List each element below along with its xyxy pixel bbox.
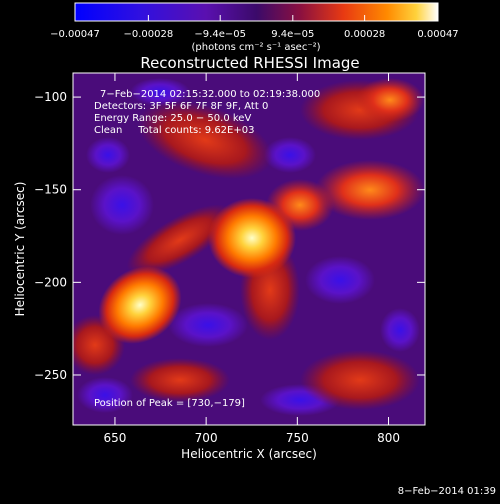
colorbar-tick-label: 0.00028 — [344, 29, 385, 40]
warm-patch — [356, 78, 424, 122]
y-axis-label: Heliocentric Y (arcsec) — [13, 182, 27, 317]
colorbar-unit-label: (photons cm⁻² s⁻¹ asec⁻²) — [191, 42, 320, 53]
x-axis-label: Heliocentric X (arcsec) — [181, 447, 317, 461]
colorbar-tick-label: −0.00047 — [50, 29, 100, 40]
annotation-energy: Energy Range: 25.0 − 50.0 keV — [94, 113, 251, 124]
x-axis: 650 700 750 800 — [103, 73, 400, 445]
cold-patch — [130, 78, 190, 106]
cold-patch — [305, 256, 375, 304]
warm-patch — [130, 358, 230, 402]
cold-patch — [77, 377, 133, 413]
intensity-map — [73, 78, 425, 416]
x-tick-label: 700 — [195, 431, 218, 445]
warm-patch — [300, 350, 420, 410]
warm-patch — [315, 160, 425, 220]
annotation-method: Clean Total counts: 9.62E+03 — [94, 125, 254, 136]
y-tick-label: −150 — [34, 183, 67, 197]
hot-source-main — [208, 198, 296, 278]
y-tick-label: −200 — [34, 275, 67, 289]
warm-patch — [126, 204, 234, 276]
annotation-time-range: 7−Feb−2014 02:15:32.000 to 02:19:38.000 — [100, 89, 320, 100]
annotation-peak: Position of Peak = [730,−179] — [94, 398, 245, 409]
cold-patch — [86, 137, 130, 173]
warm-patch — [137, 101, 273, 179]
y-tick-label: −250 — [34, 368, 67, 382]
hot-source-secondary — [98, 266, 182, 344]
plot-frame — [72, 72, 426, 426]
y-tick-label: −100 — [34, 90, 67, 104]
y-axis: −100 −150 −200 −250 — [34, 90, 425, 382]
colorbar-tick-label: −0.00028 — [124, 29, 174, 40]
cold-patch — [380, 308, 420, 352]
colorbar-tick-label: 0.00047 — [417, 29, 458, 40]
image-annotations: 7−Feb−2014 02:15:32.000 to 02:19:38.000 … — [94, 89, 320, 409]
cold-patch — [90, 175, 154, 235]
x-tick-label: 750 — [286, 431, 309, 445]
colorbar: −0.00047 −0.00028 −9.4e−05 9.4e−05 0.00028 0.… — [50, 2, 459, 53]
cold-patch — [168, 303, 248, 347]
chart-title: Reconstructed RHESSI Image — [140, 54, 359, 72]
cold-patch — [264, 137, 316, 173]
x-tick-label: 650 — [103, 431, 126, 445]
colorbar-ticks: −0.00047 −0.00028 −9.4e−05 9.4e−05 0.00028 0.… — [50, 15, 459, 40]
annotation-detectors: Detectors: 3F 5F 6F 7F 8F 9F, Att 0 — [94, 101, 268, 112]
image-area: 7−Feb−2014 02:15:32.000 to 02:19:38.000 … — [73, 73, 425, 425]
x-tick-label: 800 — [377, 431, 400, 445]
colorbar-tick-label: 9.4e−05 — [271, 29, 314, 40]
colorbar-gradient — [74, 2, 439, 22]
colorbar-tick-label: −9.4e−05 — [194, 29, 246, 40]
footer-timestamp: 8−Feb−2014 01:39 — [398, 486, 496, 497]
